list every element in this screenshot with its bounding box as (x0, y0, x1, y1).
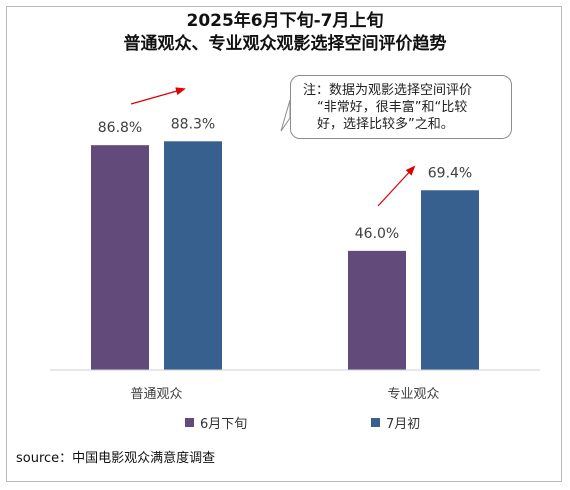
note-callout: 注：数据为观影选择空间评价 “非常好，很丰富”和“比较 好，选择比较多”之和。 (290, 75, 512, 139)
trend-arrow-professional (377, 165, 416, 207)
legend-swatch (185, 418, 194, 427)
title-block: 2025年6月下旬-7月上旬 普通观众、专业观众观影选择空间评价趋势 (0, 10, 570, 56)
data-label: 69.4% (428, 165, 472, 181)
trend-arrow-general (130, 87, 186, 105)
legend-swatch (371, 418, 380, 427)
legend-label: 7月初 (386, 417, 421, 432)
note-line: 注：数据为观影选择空间评价 (303, 83, 473, 98)
chart-subtitle: 普通观众、专业观众观影选择空间评价趋势 (123, 34, 447, 54)
data-label: 88.3% (171, 116, 215, 132)
bar-june-late-general (91, 145, 149, 370)
category-label: 专业观众 (387, 387, 439, 402)
note-line: 好，选择比较多”之和。 (317, 117, 454, 132)
note-callout-tail (280, 99, 291, 132)
note-line: “非常好，很丰富”和“比较 (317, 100, 468, 115)
category-label: 普通观众 (130, 387, 182, 402)
bar-july-early-general (164, 141, 222, 370)
data-label: 86.8% (98, 120, 142, 136)
data-label: 46.0% (355, 226, 399, 242)
legend-item-series-1: 7月初 (371, 413, 420, 432)
legend-item-series-0: 6月下旬 (185, 413, 247, 432)
source-note: source：中国电影观众满意度调查 (16, 451, 216, 466)
bar-june-late-professional (348, 250, 406, 370)
chart-title: 2025年6月下旬-7月上旬 (186, 11, 384, 31)
bar-july-early-professional (421, 190, 479, 370)
legend-label: 6月下旬 (200, 417, 248, 432)
